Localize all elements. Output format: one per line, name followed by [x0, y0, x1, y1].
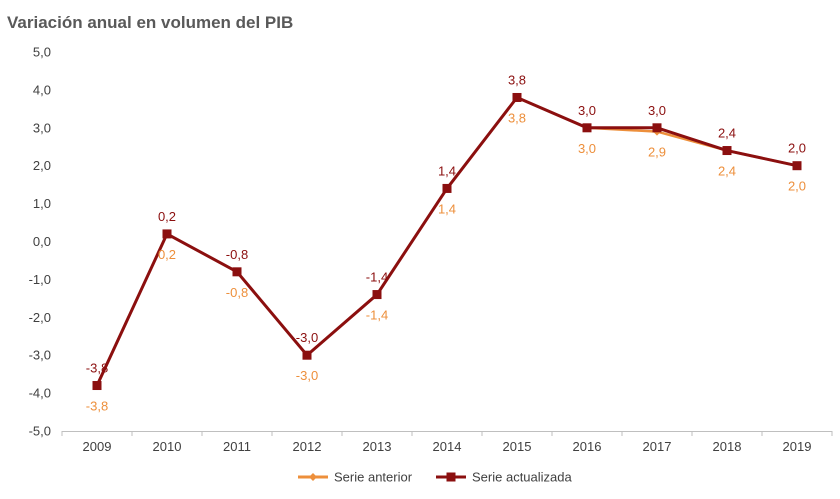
- data-label: -3,0: [296, 368, 318, 383]
- data-label: 3,0: [578, 141, 596, 156]
- data-labels: -3,8 0,2 -0,8 -3,0 -1,4 1,4 3,8 3,0 2,9 2,4 2,0 -3,…: [86, 72, 806, 413]
- data-point: [92, 381, 102, 391]
- legend-marker: [446, 472, 456, 482]
- data-label: 3,8: [508, 72, 526, 87]
- legend-item-actualizada: Serie actualizada: [436, 470, 572, 485]
- chart-title: Variación anual en volumen del PIB: [7, 13, 293, 32]
- data-label: 2,9: [648, 145, 666, 160]
- y-tick-label: 1,0: [33, 196, 51, 211]
- data-label: 1,4: [438, 201, 456, 216]
- legend-item-anterior: Serie anterior: [298, 470, 413, 485]
- y-tick-label: 4,0: [33, 82, 51, 97]
- data-point: [232, 267, 242, 277]
- data-point: [302, 350, 312, 360]
- x-tick-label: 2017: [643, 439, 672, 454]
- data-label: 3,0: [648, 103, 666, 118]
- y-tick-label: 0,0: [33, 234, 51, 249]
- data-point: [442, 183, 452, 193]
- y-tick-label: 5,0: [33, 45, 51, 60]
- data-label: -1,4: [366, 270, 388, 285]
- data-label: -3,8: [86, 361, 108, 376]
- data-point: [722, 146, 732, 156]
- axes: -5,0 -4,0 -3,0 -2,0 -1,0 0,0 1,0 2,0 3,0 4,0 5,0 20…: [29, 45, 833, 454]
- y-tick-label: -4,0: [29, 386, 51, 401]
- x-tick-label: 2012: [293, 439, 322, 454]
- x-tick-label: 2010: [153, 439, 182, 454]
- data-label: 1,4: [438, 163, 456, 178]
- legend-label: Serie anterior: [334, 470, 413, 485]
- series: [92, 92, 802, 391]
- data-label: -3,0: [296, 330, 318, 345]
- data-point: [652, 123, 662, 133]
- data-label: 0,2: [158, 247, 176, 262]
- data-label: -0,8: [226, 285, 248, 300]
- y-tick-label: -2,0: [29, 310, 51, 325]
- data-point: [162, 229, 172, 239]
- data-label: 2,4: [718, 164, 736, 179]
- data-point: [372, 290, 382, 300]
- x-tick-label: 2011: [223, 439, 251, 454]
- data-point: [512, 92, 522, 102]
- x-tick-label: 2009: [83, 439, 112, 454]
- y-tick-label: -5,0: [29, 424, 51, 439]
- legend-label: Serie actualizada: [472, 470, 572, 485]
- data-label: 2,0: [788, 179, 806, 194]
- data-label: -3,8: [86, 399, 108, 414]
- data-label: 3,0: [578, 103, 596, 118]
- data-label: -1,4: [366, 308, 388, 323]
- x-tick-label: 2015: [503, 439, 532, 454]
- data-label: 3,8: [508, 110, 526, 125]
- y-tick-label: -3,0: [29, 348, 51, 363]
- legend-marker: [309, 473, 317, 481]
- data-label: 2,4: [718, 126, 736, 141]
- data-point: [792, 161, 802, 171]
- data-label: -0,8: [226, 247, 248, 262]
- data-label: 2,0: [788, 141, 806, 156]
- series-actualizada: [92, 92, 802, 391]
- y-tick-label: 3,0: [33, 120, 51, 135]
- x-tick-label: 2014: [433, 439, 462, 454]
- legend: Serie anterior Serie actualizada: [298, 470, 572, 485]
- x-tick-label: 2016: [573, 439, 602, 454]
- x-tick-label: 2013: [363, 439, 392, 454]
- y-tick-label: -1,0: [29, 272, 51, 287]
- y-tick-label: 2,0: [33, 158, 51, 173]
- data-point: [582, 123, 592, 133]
- x-tick-label: 2019: [783, 439, 812, 454]
- x-tick-label: 2018: [713, 439, 742, 454]
- data-label: 0,2: [158, 209, 176, 224]
- series-anterior: [93, 93, 801, 390]
- series-line: [95, 95, 798, 387]
